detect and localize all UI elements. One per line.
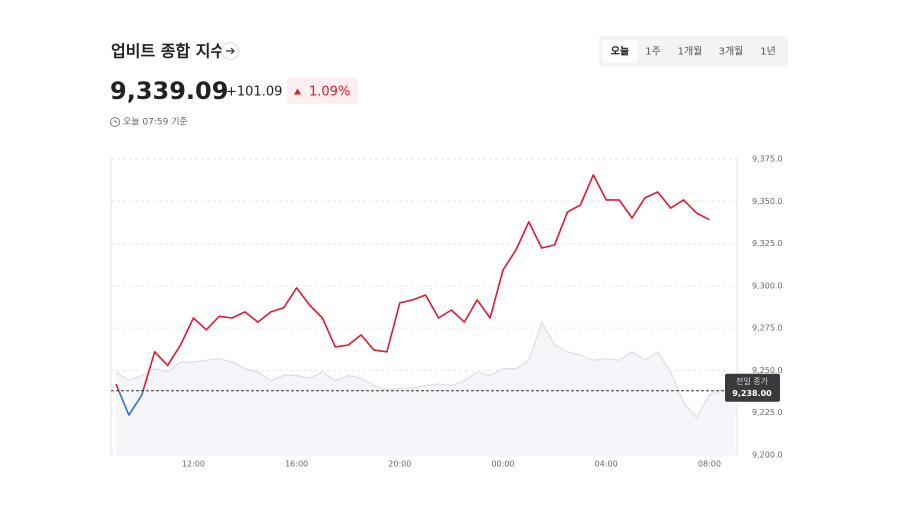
tab[interactable]: 3개월 xyxy=(719,46,744,58)
active-tab xyxy=(603,40,637,63)
tab[interactable]: 1주 xyxy=(645,47,661,58)
price: 9,339.09 xyxy=(110,77,228,105)
tab[interactable]: 1개월 xyxy=(678,46,703,58)
area xyxy=(116,322,736,455)
x-tick-label: 20:00 xyxy=(388,460,411,469)
y-tick-label: 9,300.0 xyxy=(752,281,783,290)
y-tick-label: 9,200.0 xyxy=(752,451,783,460)
title-arrow[interactable] xyxy=(221,42,239,60)
y-tick-label: 9,325.0 xyxy=(752,239,783,248)
x-tick-label: 16:00 xyxy=(285,460,308,469)
reference-tooltip xyxy=(725,373,780,402)
tab-bar xyxy=(599,36,788,67)
x-tick-label: 08:00 xyxy=(698,460,721,469)
timestamp: 오늘 07:59 기준 xyxy=(123,117,188,128)
change-pct: 1.09% xyxy=(309,85,350,100)
previous-line xyxy=(115,321,736,419)
x-tick-label: 12:00 xyxy=(182,460,205,469)
clock-icon xyxy=(110,117,120,127)
reference-label: 전일 종가 xyxy=(736,376,769,386)
y-tick-label: 9,375.0 xyxy=(752,155,783,164)
x-tick-label: 00:00 xyxy=(491,460,514,469)
title: 업비트 종합 지수 xyxy=(111,42,225,61)
up-icon xyxy=(294,88,301,95)
y-tick-label: 9,250.0 xyxy=(752,366,783,375)
y-tick-label: 9,225.0 xyxy=(752,408,783,417)
reference-value: 9,238.00 xyxy=(732,389,772,398)
change: +101.09 xyxy=(226,85,282,100)
price-line xyxy=(115,174,710,416)
change-badge xyxy=(287,78,358,104)
x-tick-label: 04:00 xyxy=(595,460,618,469)
tab[interactable]: 오늘 xyxy=(611,46,629,58)
y-tick-label: 9,350.0 xyxy=(752,197,783,206)
tab[interactable]: 1년 xyxy=(760,46,776,58)
y-tick-label: 9,275.0 xyxy=(752,324,783,333)
